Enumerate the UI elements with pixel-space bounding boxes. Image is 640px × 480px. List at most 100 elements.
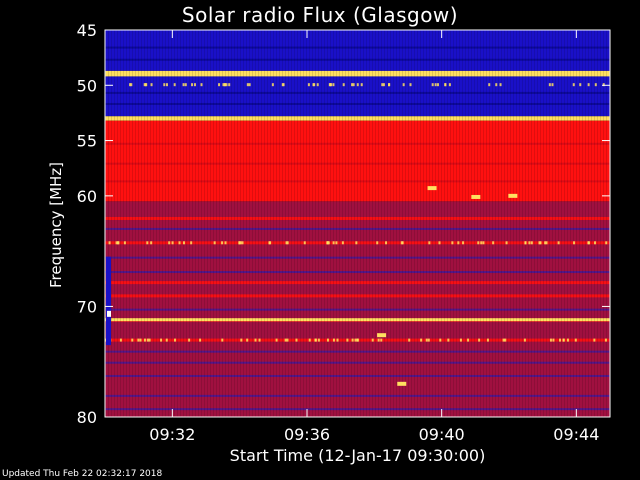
speckle-0-43 [572, 83, 575, 87]
speckle-1-23 [285, 241, 288, 245]
speckle-1-56 [376, 241, 379, 245]
speckle-1-43 [238, 241, 241, 245]
speckle-2-33 [258, 338, 261, 342]
speckle-1-42 [557, 241, 560, 245]
speckle-2-41 [317, 338, 320, 342]
y-tick-label-45: 45 [77, 21, 97, 40]
speckle-1-54 [146, 241, 149, 245]
speckle-0-0 [352, 83, 355, 87]
speckle-1-19 [428, 241, 431, 245]
speckle-2-19 [486, 338, 489, 342]
speckle-1-11 [171, 241, 174, 245]
speckle-1-53 [123, 241, 126, 245]
speckle-2-44 [439, 338, 442, 342]
speckle-2-21 [478, 338, 481, 342]
speckle-0-11 [499, 83, 502, 87]
speckle-2-50 [552, 338, 555, 342]
speckle-1-10 [480, 241, 483, 245]
speckle-1-58 [530, 241, 533, 245]
speckle-1-14 [538, 241, 541, 245]
speckle-2-16 [346, 338, 349, 342]
speckle-1-9 [224, 241, 227, 245]
x-tick-label-2: 09:40 [419, 425, 465, 444]
speckle-1-50 [221, 241, 224, 245]
plot-area [105, 30, 610, 417]
speckle-1-31 [286, 241, 289, 245]
speckle-2-52 [356, 338, 359, 342]
speckle-2-38 [377, 338, 380, 342]
speckle-2-30 [146, 338, 149, 342]
speckle-2-47 [447, 338, 450, 342]
speckle-0-23 [594, 83, 597, 87]
speckle-2-5 [284, 338, 287, 342]
speckle-2-10 [188, 338, 191, 342]
x-tick-label-0: 09:32 [149, 425, 195, 444]
speckle-0-47 [224, 83, 227, 87]
speckle-0-55 [150, 83, 153, 87]
speckle-2-28 [143, 338, 146, 342]
speckle-2-2 [246, 338, 249, 342]
speckle-0-31 [246, 83, 249, 87]
speckle-1-33 [327, 241, 330, 245]
burst-0 [427, 186, 437, 191]
speckle-1-18 [482, 241, 485, 245]
speckle-0-39 [495, 83, 498, 87]
speckle-2-9 [174, 338, 177, 342]
speckle-1-27 [477, 241, 480, 245]
speckle-2-36 [326, 338, 329, 342]
speckle-1-45 [182, 241, 185, 245]
y-tick-label-55: 55 [77, 132, 97, 151]
speckle-2-48 [336, 338, 339, 342]
speckle-1-15 [594, 241, 597, 245]
speckle-1-34 [150, 241, 153, 245]
speckle-0-58 [448, 83, 451, 87]
speckle-1-29 [587, 241, 590, 245]
speckle-0-46 [342, 83, 345, 87]
speckle-0-21 [130, 83, 133, 87]
speckle-0-54 [332, 83, 335, 87]
speckle-0-51 [434, 83, 437, 87]
edge-artifact [106, 256, 111, 346]
speckle-0-36 [381, 83, 384, 87]
speckle-2-23 [574, 338, 577, 342]
speckle-2-54 [502, 338, 505, 342]
speckle-0-8 [402, 83, 405, 87]
speckle-0-17 [184, 83, 187, 87]
stripe-texture [105, 30, 610, 417]
speckle-0-27 [200, 83, 203, 87]
speckle-1-13 [492, 241, 495, 245]
speckle-2-57 [604, 338, 607, 342]
speckle-2-43 [558, 338, 561, 342]
speckle-2-22 [275, 338, 278, 342]
speckle-0-12 [437, 83, 440, 87]
y-axis-label: Frequency [MHz] [47, 161, 65, 289]
speckle-2-4 [137, 338, 140, 342]
speckle-0-20 [193, 83, 196, 87]
speckle-2-35 [408, 338, 411, 342]
speckle-0-7 [548, 83, 551, 87]
speckle-0-49 [307, 83, 310, 87]
speckle-2-42 [165, 338, 168, 342]
speckle-0-24 [165, 83, 168, 87]
speckle-2-14 [308, 338, 311, 342]
speckle-0-52 [173, 83, 176, 87]
speckle-1-6 [332, 241, 335, 245]
burst-4 [397, 381, 407, 386]
speckle-0-33 [602, 83, 605, 87]
speckle-0-3 [228, 83, 231, 87]
speckle-0-30 [444, 83, 447, 87]
edge-artifact-dot [107, 310, 111, 317]
speckle-0-59 [431, 83, 434, 87]
speckle-2-51 [314, 338, 317, 342]
speckle-1-22 [268, 241, 271, 245]
y-tick-label-50: 50 [77, 76, 97, 95]
speckle-0-53 [218, 83, 221, 87]
speckle-1-55 [115, 241, 118, 245]
updated-timestamp: Updated Thu Feb 22 02:32:17 2018 [2, 469, 163, 479]
chart-title: Solar radio Flux (Glasgow) [181, 3, 459, 27]
speckle-1-20 [385, 241, 388, 245]
burst-3 [377, 333, 387, 338]
speckle-2-6 [221, 338, 224, 342]
speckle-1-39 [341, 241, 344, 245]
speckle-2-20 [332, 338, 335, 342]
